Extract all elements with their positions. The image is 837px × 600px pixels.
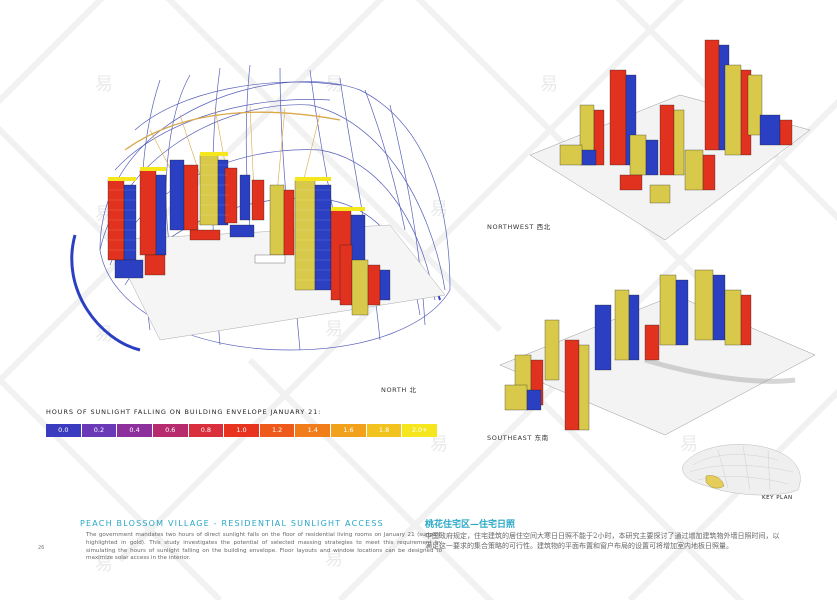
body-text-cn: 中国政府规定，住宅建筑的居住空间大寒日日照不能于2小时，本研究主要探讨了通过增加… bbox=[425, 532, 780, 550]
svg-text:易: 易 bbox=[430, 434, 448, 455]
legend-step: 1.6 bbox=[331, 424, 367, 437]
key-plan-map bbox=[682, 444, 801, 496]
legend-step: 0.6 bbox=[152, 424, 189, 437]
northwest-view-label: NORTHWEST 西北 bbox=[487, 223, 551, 231]
main-sunlight-diagram bbox=[70, 64, 451, 352]
north-view-label: NORTH 北 bbox=[381, 386, 417, 394]
legend-step: 1.2 bbox=[259, 424, 296, 437]
section-title: PEACH BLOSSOM VILLAGE - RESIDENTIAL SUNL… bbox=[80, 519, 384, 528]
legend-step: 1.0 bbox=[224, 424, 260, 437]
legend-step: 1.8 bbox=[366, 424, 403, 437]
section-title-cn: 桃花住宅区—住宅日照 bbox=[425, 520, 516, 530]
legend-step: 0.2 bbox=[81, 424, 118, 437]
key-plan-label: KEY PLAN bbox=[762, 495, 793, 501]
southeast-view-label: SOUTHEAST 东南 bbox=[487, 434, 549, 442]
southeast-view-diagram bbox=[499, 269, 816, 435]
legend-step: 1.4 bbox=[295, 424, 332, 437]
sunlight-legend-bar: 0.0 0.2 0.4 0.6 0.8 1.0 1.2 1.4 1.6 1.8 2.0+ bbox=[46, 424, 439, 437]
legend-title: HOURS OF SUNLIGHT FALLING ON BUILDING EN… bbox=[46, 408, 322, 416]
body-text-en: The government mandates two hours of dir… bbox=[86, 532, 442, 562]
legend-step: 0.4 bbox=[117, 424, 153, 437]
legend-step: 0.0 bbox=[46, 424, 82, 437]
legend-step: 0.8 bbox=[188, 424, 225, 437]
legend-step: 2.0+ bbox=[402, 424, 439, 437]
page-number: 26 bbox=[38, 545, 45, 551]
northwest-view-diagram bbox=[529, 39, 811, 240]
